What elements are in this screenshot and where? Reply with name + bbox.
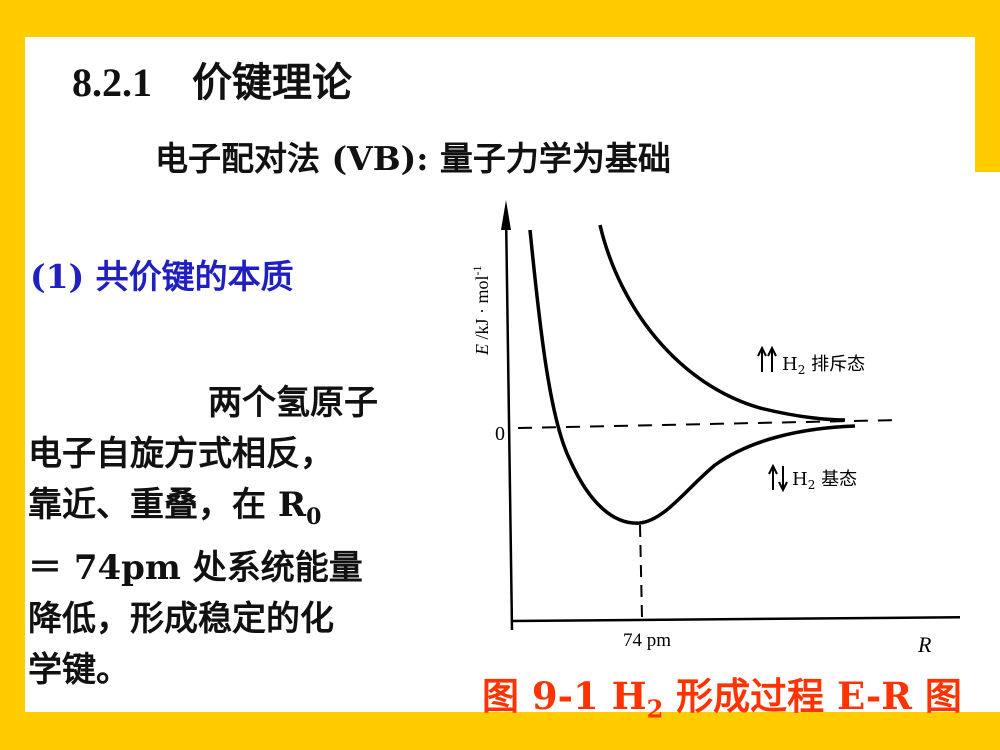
- slide-subtitle: 电子配对法 (VB): 量子力学为基础: [155, 139, 671, 178]
- repulsive-state-text: H2 排斥态: [782, 354, 865, 377]
- title-number: 8.2.1: [72, 60, 152, 105]
- r0-subscript: 0: [306, 503, 322, 530]
- slide-content-area-extension: [975, 172, 1000, 712]
- body-line-text: 靠近、重叠，在 R: [28, 485, 307, 525]
- body-line: 两个氢原子: [208, 383, 378, 423]
- body-line: 电子自旋方式相反，: [28, 434, 334, 474]
- body-line: 降低，形成稳定的化: [28, 598, 334, 639]
- equilibrium-distance-line: [639, 524, 643, 619]
- caption-subscript: 2: [646, 694, 664, 724]
- antiparallel-spin-icon: [768, 463, 788, 493]
- body-line: 靠近、重叠，在 R0: [28, 480, 448, 543]
- repulsive-state-curve: [598, 224, 846, 422]
- body-line: 学键。: [28, 649, 130, 690]
- body-line: ＝ 74pm 处系统能量: [28, 547, 363, 588]
- section-heading: (1) 共价键的本质: [30, 257, 294, 296]
- caption-prefix: 图 9-1 H: [482, 674, 647, 718]
- x-axis-label: R: [917, 632, 932, 657]
- title-text: 价键理论: [192, 59, 352, 106]
- energy-distance-chart: 0 E /kJ · mol-1 74 pm R H2 排斥态 H2 基态: [470, 200, 960, 657]
- caption-suffix: 形成过程 E-R 图: [663, 674, 962, 718]
- body-paragraph: 两个氢原子 电子自旋方式相反， 靠近、重叠，在 R0 ＝ 74pm 处系统能量 …: [28, 378, 448, 696]
- ground-state-curve: [528, 229, 856, 525]
- parallel-spin-icon: [757, 345, 777, 372]
- figure-caption: 图 9-1 H2 形成过程 E-R 图: [482, 666, 962, 723]
- slide-title: 8.2.1 价键理论: [72, 50, 352, 108]
- ground-state-text: H2 基态: [792, 469, 857, 492]
- y-zero-label: 0: [495, 423, 505, 445]
- y-axis-label: E /kJ · mol-1: [470, 265, 492, 356]
- y-axis-arrow-icon: [501, 200, 511, 230]
- y-axis: [504, 211, 514, 631]
- slide-content-area: [25, 37, 975, 712]
- ground-state-label: H2 基态: [768, 463, 857, 493]
- x-tick-74pm: 74 pm: [623, 630, 671, 651]
- x-axis: [511, 616, 960, 623]
- repulsive-state-label: H2 排斥态: [757, 345, 865, 377]
